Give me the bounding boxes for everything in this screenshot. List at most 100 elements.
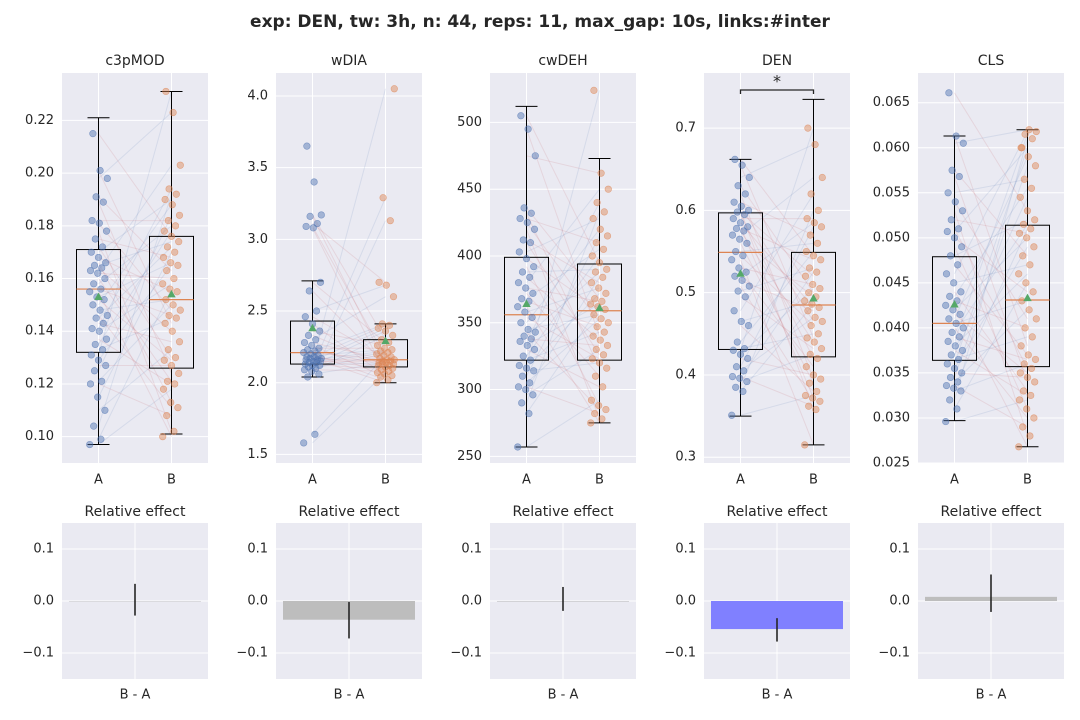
data-point-b [589,214,597,223]
pair-link-line [98,201,172,374]
pair-link-line [740,222,814,277]
data-point-a [737,317,745,326]
data-point-a [730,198,738,206]
data-point-a [958,346,967,355]
pair-link-line [98,265,172,361]
data-point-b [597,169,605,177]
data-point-b [172,190,180,198]
data-point-b [161,195,169,204]
data-point-b [389,293,398,301]
data-point-a [956,310,964,318]
y-tick-label: 3.5 [247,160,268,175]
data-point-a [530,263,538,271]
data-point-b [170,427,178,435]
data-point-a [90,367,99,375]
pair-link-line [740,242,814,253]
pair-link-line [98,299,172,361]
data-point-a [94,253,103,262]
data-point-a [743,239,751,247]
pair-link-line [740,316,814,372]
data-point-b [600,328,608,336]
data-point-a [302,356,310,364]
data-point-b [812,405,820,414]
data-point-b [1015,396,1024,404]
subplot-title: Relative effect [299,504,400,520]
data-point-b [1020,360,1028,368]
data-point-a [728,411,736,419]
pair-link-line [98,322,172,343]
data-point-a [514,383,523,391]
data-point-a [736,350,745,358]
pair-link-line [740,226,814,367]
data-point-a [955,333,963,341]
data-point-b [805,289,813,297]
pair-link-line [954,300,1028,329]
data-point-b [381,344,389,352]
data-point-a [516,337,524,346]
data-point-b [167,259,175,267]
data-point-a [529,391,537,399]
pair-link-line [740,177,814,236]
x-tick-label: A [736,473,745,488]
data-point-b [817,375,825,383]
pair-link-line [954,188,1028,297]
data-point-b [373,379,381,387]
data-point-b [591,409,599,418]
pair-link-line [98,196,172,271]
data-point-a [101,406,109,414]
data-point-a [958,207,967,215]
y-tick-label: −0.1 [878,646,910,661]
pair-link-line [526,188,600,283]
plot-area [704,73,850,463]
data-point-b [589,332,597,340]
pair-link-line [954,336,1028,360]
data-point-b [169,301,177,309]
data-point-a [530,345,539,354]
data-point-a [524,125,532,133]
y-tick-label: 3.0 [247,232,268,247]
data-point-b [603,265,611,273]
data-point-a [313,219,321,228]
data-point-b [811,140,819,149]
mean-marker [522,299,531,308]
data-point-a [95,327,103,335]
pair-link-line [98,299,172,311]
data-point-a [527,209,535,217]
pair-link-line [526,235,600,377]
data-point-a [531,152,539,160]
data-point-b [1030,243,1038,251]
pair-link-line [98,164,172,271]
data-point-a [957,387,965,395]
x-tick-label: B [381,473,390,488]
data-point-b [171,248,179,256]
data-point-b [174,404,182,412]
pair-link-line [312,334,386,372]
pair-link-line [740,185,814,293]
data-point-b [603,341,612,350]
data-point-a [952,319,960,327]
pair-link-line [740,300,814,322]
data-point-b [174,261,182,269]
pair-link-line [954,224,1028,333]
data-point-a [955,172,963,181]
pair-link-line [98,272,172,280]
data-point-b [587,279,596,287]
y-tick-label: 0.065 [873,95,910,110]
data-point-b [596,225,604,233]
data-point-b [386,217,394,225]
pair-link-line [98,315,172,408]
data-point-a [523,218,531,227]
data-point-b [385,321,394,329]
pair-link-line [526,362,600,372]
pair-link-line [98,251,172,398]
pair-link-line [954,134,1028,342]
data-point-b [814,330,822,338]
pair-link-line [312,88,386,363]
pair-link-line [98,194,172,427]
data-point-b [603,364,611,372]
box-iqr [504,256,549,361]
data-point-a [515,248,523,256]
data-point-a [87,248,95,256]
y-tick-label: −0.1 [450,646,482,661]
data-point-b [176,161,184,169]
